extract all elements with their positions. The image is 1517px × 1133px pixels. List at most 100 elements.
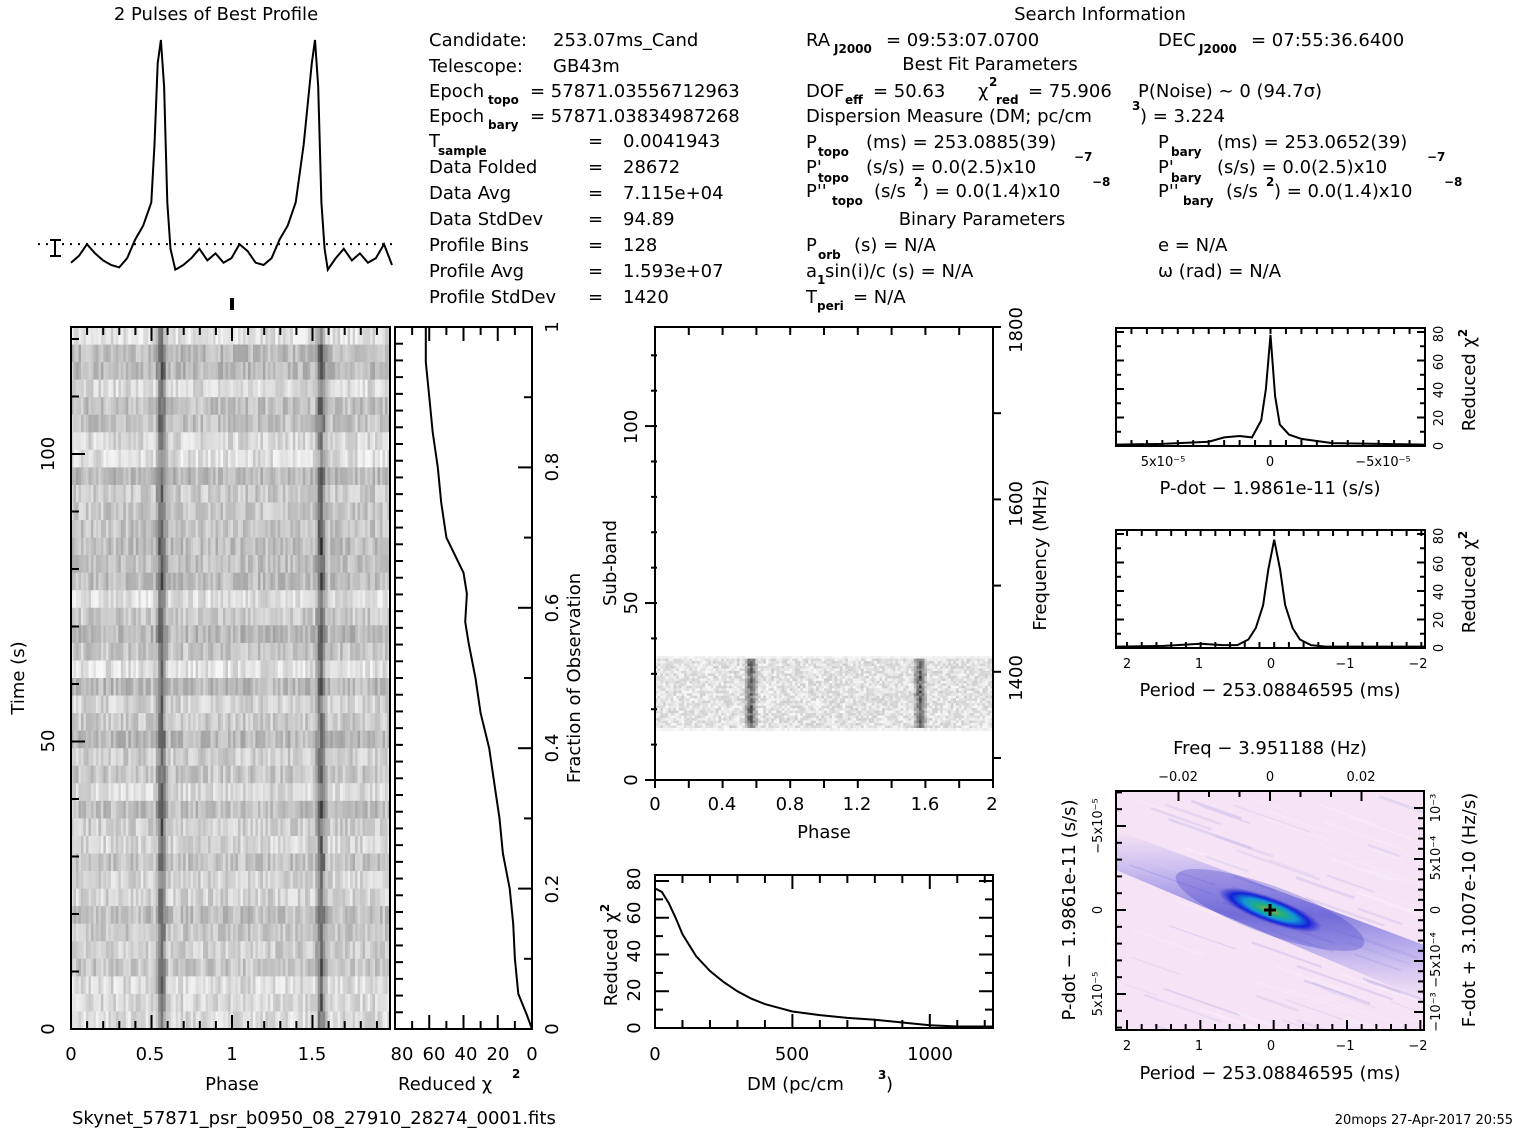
heatmap-cell — [160, 432, 164, 451]
heatmap-cell — [372, 835, 376, 854]
heatmap-cell — [155, 765, 159, 784]
heatmap-cell — [195, 502, 199, 521]
dof-sub: eff — [845, 93, 863, 107]
heatmap-cell — [252, 625, 256, 644]
heatmap-cell — [292, 414, 296, 433]
heatmap-cell — [262, 537, 266, 556]
heatmap-cell — [143, 730, 147, 749]
heatmap-cell — [230, 660, 234, 679]
heatmap-cell — [332, 397, 336, 416]
heatmap-cell — [380, 414, 384, 433]
heatmap-cell — [282, 467, 286, 486]
heatmap-cell — [322, 906, 326, 925]
heatmap-cell — [153, 783, 157, 802]
heatmap-cell — [290, 800, 294, 819]
heatmap-cell — [173, 660, 177, 679]
heatmap-cell — [300, 555, 304, 574]
heatmap-cell — [372, 800, 376, 819]
heatmap-cell — [210, 642, 214, 661]
heatmap-cell — [320, 449, 324, 468]
heatmap-cell — [128, 607, 132, 626]
heatmap-cell — [325, 923, 329, 942]
heatmap-cell — [88, 660, 92, 679]
heatmap-cell — [178, 397, 182, 416]
heatmap-cell — [80, 783, 84, 802]
heatmap-cell — [235, 467, 239, 486]
heatmap-cell — [282, 695, 286, 714]
heatmap-cell — [377, 414, 381, 433]
heatmap-cell — [332, 432, 336, 451]
heatmap-cell — [267, 748, 271, 767]
heatmap-cell — [240, 800, 244, 819]
heatmap-cell — [250, 502, 254, 521]
heatmap-cell — [347, 642, 351, 661]
heatmap-cell — [90, 660, 94, 679]
heatmap-cell — [342, 467, 346, 486]
heatmap-cell — [95, 520, 99, 539]
heatmap-cell — [325, 642, 329, 661]
heatmap-cell — [123, 520, 127, 539]
heatmap-cell — [282, 362, 286, 381]
heatmap-cell — [300, 678, 304, 697]
heatmap-cell — [235, 449, 239, 468]
heatmap-cell — [280, 537, 284, 556]
heatmap-cell — [342, 976, 346, 995]
heatmap-cell — [178, 502, 182, 521]
heatmap-cell — [347, 625, 351, 644]
heatmap-cell — [377, 327, 381, 346]
heatmap-cell — [310, 432, 314, 451]
heatmap-cell — [347, 432, 351, 451]
heatmap-cell — [80, 941, 84, 960]
heatmap-cell — [242, 379, 246, 398]
heatmap-cell — [262, 783, 266, 802]
heatmap-cell — [135, 555, 139, 574]
heatmap-cell — [175, 449, 179, 468]
dec-label: DEC — [1158, 30, 1196, 51]
heatmap-cell — [330, 484, 334, 503]
heatmap-cell — [297, 625, 301, 644]
telescope-label: Telescope: — [428, 56, 523, 77]
heatmap-cell — [235, 871, 239, 890]
heatmap-cell — [375, 783, 379, 802]
heatmap-cell — [282, 414, 286, 433]
heatmap-cell — [322, 327, 326, 346]
heatmap-cell — [203, 432, 207, 451]
heatmap-cell — [98, 800, 102, 819]
heatmap-cell — [232, 958, 236, 977]
heatmap-cell — [103, 502, 107, 521]
heatmap-cell — [100, 414, 104, 433]
heatmap-cell — [150, 520, 154, 539]
heatmap-cell — [105, 344, 109, 363]
heatmap-cell — [380, 695, 384, 714]
heatmap-cell — [123, 484, 127, 503]
heatmap-cell — [307, 748, 311, 767]
heatmap-cell — [270, 467, 274, 486]
heatmap-cell — [80, 484, 84, 503]
heatmap-cell — [300, 537, 304, 556]
heatmap-cell — [272, 327, 276, 346]
heatmap-cell — [315, 818, 319, 837]
heatmap-cell — [138, 976, 142, 995]
heatmap-cell — [80, 607, 84, 626]
heatmap-cell — [302, 449, 306, 468]
heatmap-cell — [250, 748, 254, 767]
heatmap-cell — [228, 467, 231, 486]
heatmap-cell — [337, 467, 341, 486]
heatmap-cell — [365, 467, 369, 486]
heatmap-cell — [148, 941, 152, 960]
heatmap-cell — [148, 572, 152, 591]
heatmap-cell — [350, 871, 354, 890]
heatmap-cell — [320, 362, 324, 381]
heatmap-cell — [375, 958, 379, 977]
heatmap-cell — [185, 642, 189, 661]
heatmap-cell — [370, 871, 374, 890]
heatmap-cell — [375, 572, 379, 591]
heatmap-cell — [163, 362, 167, 381]
heatmap-cell — [73, 835, 77, 854]
heatmap-cell — [355, 748, 359, 767]
heatmap-cell — [125, 642, 129, 661]
heatmap-cell — [230, 853, 234, 872]
heatmap-cell — [247, 765, 251, 784]
heatmap-cell — [115, 555, 119, 574]
heatmap-cell — [130, 678, 134, 697]
